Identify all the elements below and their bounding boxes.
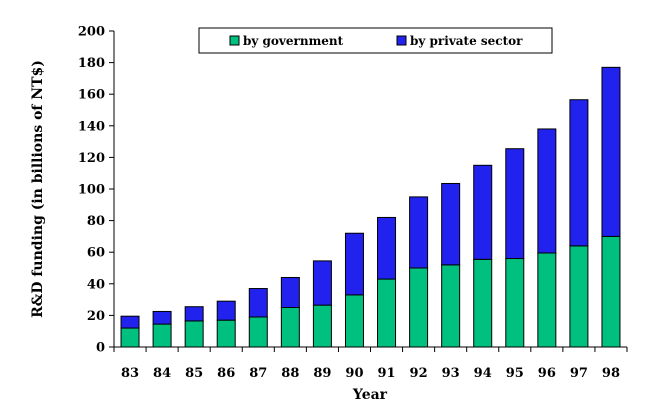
bar-private-sector: [441, 182, 461, 266]
x-tick-label: 90: [345, 366, 363, 381]
y-tick-label: 140: [78, 119, 105, 134]
x-tick-label: 91: [377, 366, 395, 381]
bar-government: [537, 252, 557, 348]
bar-government: [601, 235, 621, 348]
plot-area: 0 20 40 60 80 100 120 140 160 180 200 83 84 85 86 87 88 8…: [78, 25, 628, 381]
y-tick-label: 200: [78, 25, 105, 40]
x-tick-label: 93: [442, 366, 460, 381]
x-tick-label: 83: [121, 366, 139, 381]
bar-private-sector: [409, 196, 429, 269]
bar-government: [569, 245, 589, 348]
bar-private-sector: [120, 315, 140, 329]
bar-government: [152, 323, 172, 348]
x-tick-label: 98: [602, 366, 620, 381]
legend-box: [198, 27, 553, 54]
bar-private-sector: [473, 164, 493, 260]
bar-government: [505, 258, 525, 348]
bar-private-sector: [569, 99, 589, 247]
y-tick-label: 80: [87, 214, 105, 229]
bar-private-sector: [377, 216, 397, 280]
y-tick-label: 60: [87, 246, 105, 261]
legend-swatch-private: [396, 35, 407, 46]
bar-private-sector: [152, 310, 172, 325]
x-tick-label: 87: [249, 366, 267, 381]
y-tick-label: 160: [78, 88, 105, 103]
x-tick-label: 84: [153, 366, 171, 381]
bar-private-sector: [216, 300, 236, 321]
bar-private-sector: [280, 276, 300, 309]
bar-government: [473, 258, 493, 348]
x-tick-label: 94: [474, 366, 492, 381]
legend-label-private: by private sector: [410, 34, 523, 48]
y-tick-label: 40: [87, 277, 105, 292]
bar-government: [280, 307, 300, 348]
y-tick-label: 100: [78, 183, 105, 198]
bar-government: [184, 320, 204, 348]
x-axis-title: Year: [352, 387, 388, 403]
x-tick-label: 97: [570, 366, 588, 381]
y-tick-label: 20: [87, 309, 105, 324]
bar-government: [377, 278, 397, 348]
x-tick-label: 86: [217, 366, 235, 381]
bar-government: [441, 264, 461, 348]
bar-government: [120, 327, 140, 348]
x-tick-label: 96: [538, 366, 556, 381]
bar-government: [312, 304, 332, 348]
bar-government: [409, 267, 429, 348]
legend-label-government: by government: [243, 34, 344, 48]
bar-private-sector: [248, 288, 268, 318]
bar-government: [344, 294, 364, 348]
y-tick-label: 120: [78, 151, 105, 166]
bar-government: [216, 319, 236, 348]
y-tick-label: 180: [78, 56, 105, 71]
x-tick-label: 89: [313, 366, 331, 381]
bar-private-sector: [505, 148, 525, 260]
bar-private-sector: [312, 260, 332, 306]
bar-private-sector: [601, 66, 621, 237]
x-tick-label: 92: [410, 366, 428, 381]
bar-private-sector: [537, 128, 557, 254]
bar-private-sector: [344, 232, 364, 296]
x-tick-label: 85: [185, 366, 203, 381]
y-axis-title: R&D funding (in billions of NT$): [30, 60, 46, 318]
legend-swatch-government: [229, 35, 240, 46]
legend: by government by private sector: [198, 27, 553, 54]
bar-government: [248, 316, 268, 348]
x-tick-label: 95: [506, 366, 524, 381]
x-tick-label: 88: [281, 366, 299, 381]
bar-private-sector: [184, 306, 204, 322]
y-tick-label: 0: [96, 341, 105, 356]
